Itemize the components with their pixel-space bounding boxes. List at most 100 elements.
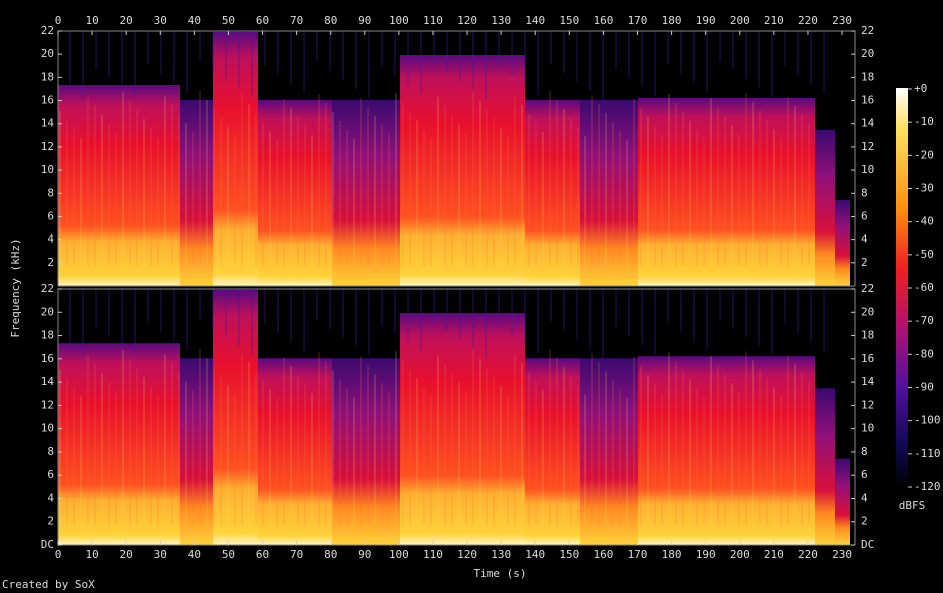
x-tick-label: 0 <box>55 14 62 27</box>
spectrum-area <box>213 290 258 545</box>
spectrum-area <box>525 100 580 286</box>
x-tick-label: 150 <box>559 14 579 27</box>
x-tick-label: 220 <box>798 548 818 561</box>
y-tick-label: 6 <box>47 468 54 481</box>
x-tick-label: 190 <box>696 14 716 27</box>
x-tick-label: 90 <box>358 14 371 27</box>
spectrum-area <box>525 358 580 545</box>
colorbar-tick-label: -70 <box>914 314 934 327</box>
spectrum-area <box>815 130 835 286</box>
spectrum-area <box>213 32 258 286</box>
x-tick-label: 170 <box>628 14 648 27</box>
colorbar <box>896 88 908 487</box>
y-tick-label: 4 <box>861 491 868 504</box>
x-tick-label: 120 <box>457 548 477 561</box>
y-tick-label: 2 <box>47 256 54 269</box>
y-tick-label: 16 <box>861 94 874 107</box>
x-tick-label: 30 <box>154 548 167 561</box>
y-tick-label: 18 <box>41 329 54 342</box>
spectrum-area <box>638 98 815 286</box>
spectrum-area <box>580 358 638 545</box>
x-tick-label: 110 <box>423 548 443 561</box>
x-tick-label: 110 <box>423 14 443 27</box>
y-tick-label: 2 <box>861 515 868 528</box>
y-tick-label: 12 <box>41 140 54 153</box>
colorbar-tick-label: -40 <box>914 215 934 228</box>
x-tick-label: 40 <box>188 548 201 561</box>
x-tick-label: 50 <box>222 14 235 27</box>
y-tick-label: 2 <box>47 515 54 528</box>
x-tick-label: 200 <box>730 14 750 27</box>
x-tick-label: 80 <box>324 14 337 27</box>
y-tick-label: 14 <box>41 117 55 130</box>
y-tick-label: 4 <box>47 491 54 504</box>
x-tick-label: 100 <box>389 548 409 561</box>
x-tick-label: 80 <box>324 548 337 561</box>
y-tick-label: 22 <box>861 282 874 295</box>
x-tick-label: 0 <box>55 548 62 561</box>
x-tick-label: 170 <box>628 548 648 561</box>
y-tick-label: DC <box>861 538 874 551</box>
x-tick-label: 90 <box>358 548 371 561</box>
y-tick-label: 8 <box>861 445 868 458</box>
y-tick-label: 14 <box>861 375 875 388</box>
colorbar-tick-label: -100 <box>914 414 941 427</box>
y-tick-label: DC <box>41 538 54 551</box>
x-tick-label: 140 <box>525 548 545 561</box>
y-tick-label: 18 <box>861 70 874 83</box>
y-tick-label: 12 <box>861 140 874 153</box>
x-tick-label: 60 <box>256 548 269 561</box>
y-axis-label: Frequency (kHz) <box>9 238 22 337</box>
x-tick-label: 10 <box>85 14 98 27</box>
x-tick-label: 160 <box>593 14 613 27</box>
colorbar-tick-label: -20 <box>914 148 934 161</box>
colorbar-tick-label: -30 <box>914 182 934 195</box>
x-tick-label: 200 <box>730 548 750 561</box>
x-axis-label: Time (s) <box>474 567 527 580</box>
x-tick-label: 150 <box>559 548 579 561</box>
y-tick-label: 10 <box>41 422 54 435</box>
spectrum-area <box>180 100 213 286</box>
x-tick-label: 130 <box>491 548 511 561</box>
spectrum-area <box>258 100 332 286</box>
y-tick-label: 20 <box>861 47 874 60</box>
y-tick-label: 22 <box>41 24 54 37</box>
colorbar-label: dBFS <box>899 499 926 512</box>
spectrum-area <box>835 200 850 286</box>
y-tick-label: 20 <box>41 47 54 60</box>
x-tick-label: 20 <box>120 548 133 561</box>
y-tick-label: 16 <box>41 352 54 365</box>
x-tick-label: 70 <box>290 548 303 561</box>
x-tick-label: 100 <box>389 14 409 27</box>
y-tick-label: 18 <box>41 70 54 83</box>
spectrum-area <box>815 388 835 545</box>
y-tick-label: 8 <box>861 186 868 199</box>
y-tick-label: 10 <box>861 163 874 176</box>
x-tick-label: 30 <box>154 14 167 27</box>
x-tick-label: 220 <box>798 14 818 27</box>
x-tick-label: 10 <box>85 548 98 561</box>
y-tick-label: 6 <box>861 468 868 481</box>
y-tick-label: 4 <box>47 233 54 246</box>
spectrum-area <box>258 358 332 545</box>
x-tick-label: 190 <box>696 548 716 561</box>
colorbar-tick-label: -80 <box>914 347 934 360</box>
y-tick-label: 6 <box>861 209 868 222</box>
x-tick-label: 180 <box>662 14 682 27</box>
y-tick-label: 10 <box>861 422 874 435</box>
y-tick-label: 16 <box>41 94 54 107</box>
colorbar-tick-label: -90 <box>914 381 934 394</box>
spectrum-area <box>332 358 400 545</box>
y-tick-label: 12 <box>861 398 874 411</box>
y-tick-label: 12 <box>41 398 54 411</box>
y-tick-label: 22 <box>41 282 54 295</box>
x-tick-label: 70 <box>290 14 303 27</box>
footer: Created by SoX <box>2 578 95 591</box>
y-tick-label: 10 <box>41 163 54 176</box>
spectrum-area <box>580 100 638 286</box>
y-tick-label: 6 <box>47 209 54 222</box>
spectrum-area <box>332 100 400 286</box>
y-tick-label: 20 <box>41 305 54 318</box>
colorbar-tick-label: -60 <box>914 281 934 294</box>
